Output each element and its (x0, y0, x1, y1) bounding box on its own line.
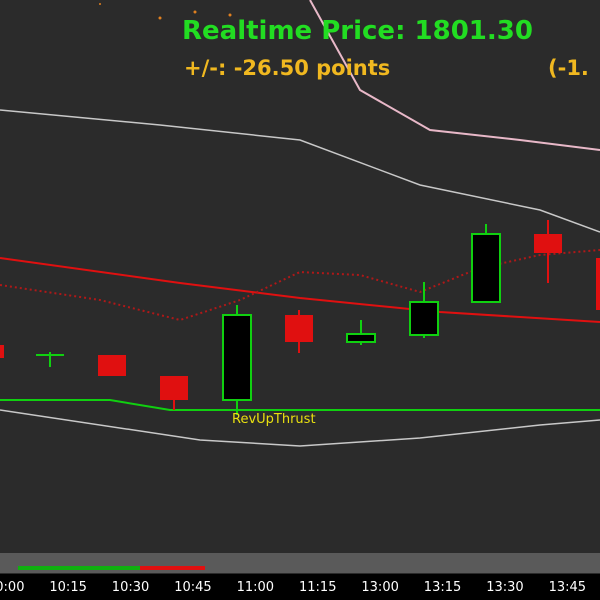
time-label: 10:15 (49, 580, 86, 595)
dotted-average (0, 249, 600, 322)
status-red (140, 566, 205, 570)
status-green (18, 566, 140, 570)
time-axis: 10:00 10:15 10:30 10:45 11:00 11:15 13:00 13:15… (0, 580, 586, 595)
time-label: 13:15 (424, 580, 461, 595)
percent-change: (-1. (548, 56, 589, 80)
time-label: 10:45 (174, 580, 211, 595)
lower-band (0, 409, 600, 447)
moving-average (0, 257, 600, 323)
upper-band (0, 109, 600, 233)
realtime-price: Realtime Price: 1801.30 (182, 16, 533, 46)
time-label: 10:30 (112, 580, 149, 595)
candles (0, 220, 600, 415)
time-label: 13:00 (361, 580, 398, 595)
time-label: 11:00 (237, 580, 274, 595)
time-label: 11:15 (299, 580, 336, 595)
support-line (0, 399, 600, 411)
pink-line (309, 0, 600, 151)
signal-label: RevUpThrust (232, 412, 316, 427)
time-label: 13:30 (486, 580, 523, 595)
time-label: 10:00 (0, 580, 24, 595)
price-change: +/-: -26.50 points (184, 56, 391, 80)
indicator-lines (0, 0, 600, 447)
top-dots (99, 3, 232, 20)
time-axis-bg (0, 574, 600, 600)
time-label: 13:45 (549, 580, 586, 595)
